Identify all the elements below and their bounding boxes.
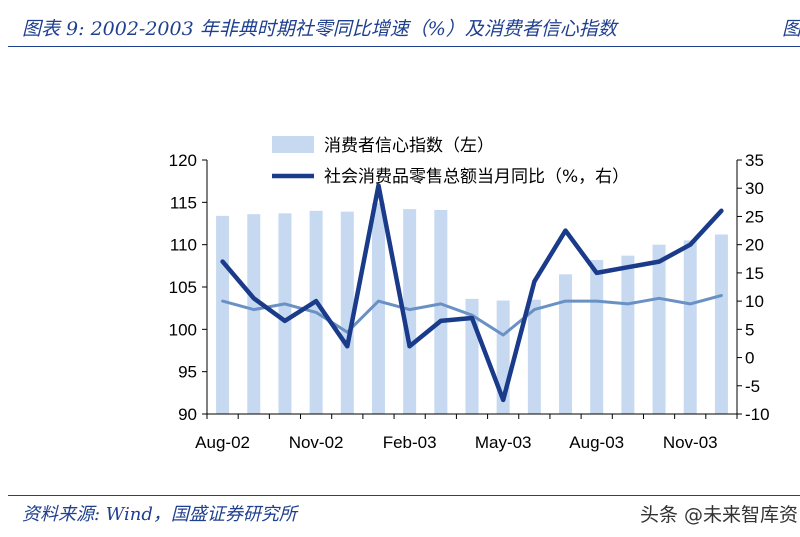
right-tick-label: 15 — [745, 264, 764, 283]
right-tick-label: -5 — [745, 377, 760, 396]
left-tick-label: 110 — [170, 236, 197, 255]
top-rule — [8, 46, 800, 47]
right-tick-label: 5 — [745, 320, 754, 339]
bar-series — [216, 203, 728, 414]
bar — [247, 214, 261, 414]
axes: 120115110105100959035302520151050-5-10Au… — [169, 151, 770, 452]
bar — [652, 244, 666, 414]
left-tick-label: 115 — [170, 193, 197, 212]
legend-bar-swatch — [272, 136, 314, 153]
x-tick-label: Aug-02 — [195, 433, 250, 452]
left-tick-label: 95 — [178, 363, 197, 382]
right-tick-label: 10 — [745, 292, 764, 311]
source-note: 资料来源: Wind，国盛证券研究所 — [22, 504, 297, 525]
right-tick-label: 35 — [745, 151, 764, 170]
left-tick-label: 100 — [169, 320, 197, 339]
line-series — [220, 183, 724, 403]
bar — [527, 299, 541, 414]
bottom-rule — [8, 495, 800, 496]
right-tick-label: 0 — [745, 349, 754, 368]
bar — [278, 213, 292, 414]
legend-bar-label: 消费者信心指数（左） — [324, 136, 494, 156]
legend: 消费者信心指数（左） 社会消费品零售总额当月同比（%，右） — [272, 136, 629, 187]
bar — [371, 203, 385, 414]
legend-line-label: 社会消费品零售总额当月同比（%，右） — [324, 167, 629, 187]
right-tick-label: 20 — [745, 236, 764, 255]
x-tick-label: Nov-03 — [663, 433, 718, 452]
watermark: 头条 @未来智库资 — [640, 504, 799, 526]
bar — [340, 211, 354, 414]
x-tick-label: Feb-03 — [383, 433, 437, 452]
bar — [621, 255, 635, 414]
left-tick-label: 105 — [169, 278, 197, 297]
bar — [434, 209, 448, 414]
bar — [683, 240, 697, 414]
bar — [216, 215, 230, 414]
figure-title: 图表 9: 2002-2003 年非典时期社零同比增速（%）及消费者信心指数 — [22, 18, 617, 40]
left-tick-label: 90 — [178, 405, 197, 424]
right-tick-label: 25 — [745, 207, 764, 226]
bar — [559, 274, 573, 414]
x-tick-label: May-03 — [475, 433, 532, 452]
bar — [403, 209, 417, 414]
x-tick-label: Nov-02 — [289, 433, 344, 452]
left-tick-label: 120 — [169, 151, 197, 170]
right-tick-label: -10 — [745, 405, 770, 424]
figure-title-cutoff: 图 — [782, 18, 800, 40]
retail-sales-line — [220, 183, 724, 403]
right-tick-label: 30 — [745, 179, 764, 198]
bar — [590, 259, 604, 414]
bar — [714, 234, 728, 414]
x-tick-label: Aug-03 — [569, 433, 624, 452]
